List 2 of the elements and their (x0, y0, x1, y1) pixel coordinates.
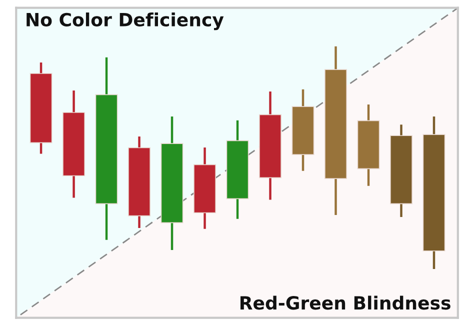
text: No Color Deficiency (26, 12, 224, 30)
text: Red-Green Blindness (240, 296, 450, 310)
